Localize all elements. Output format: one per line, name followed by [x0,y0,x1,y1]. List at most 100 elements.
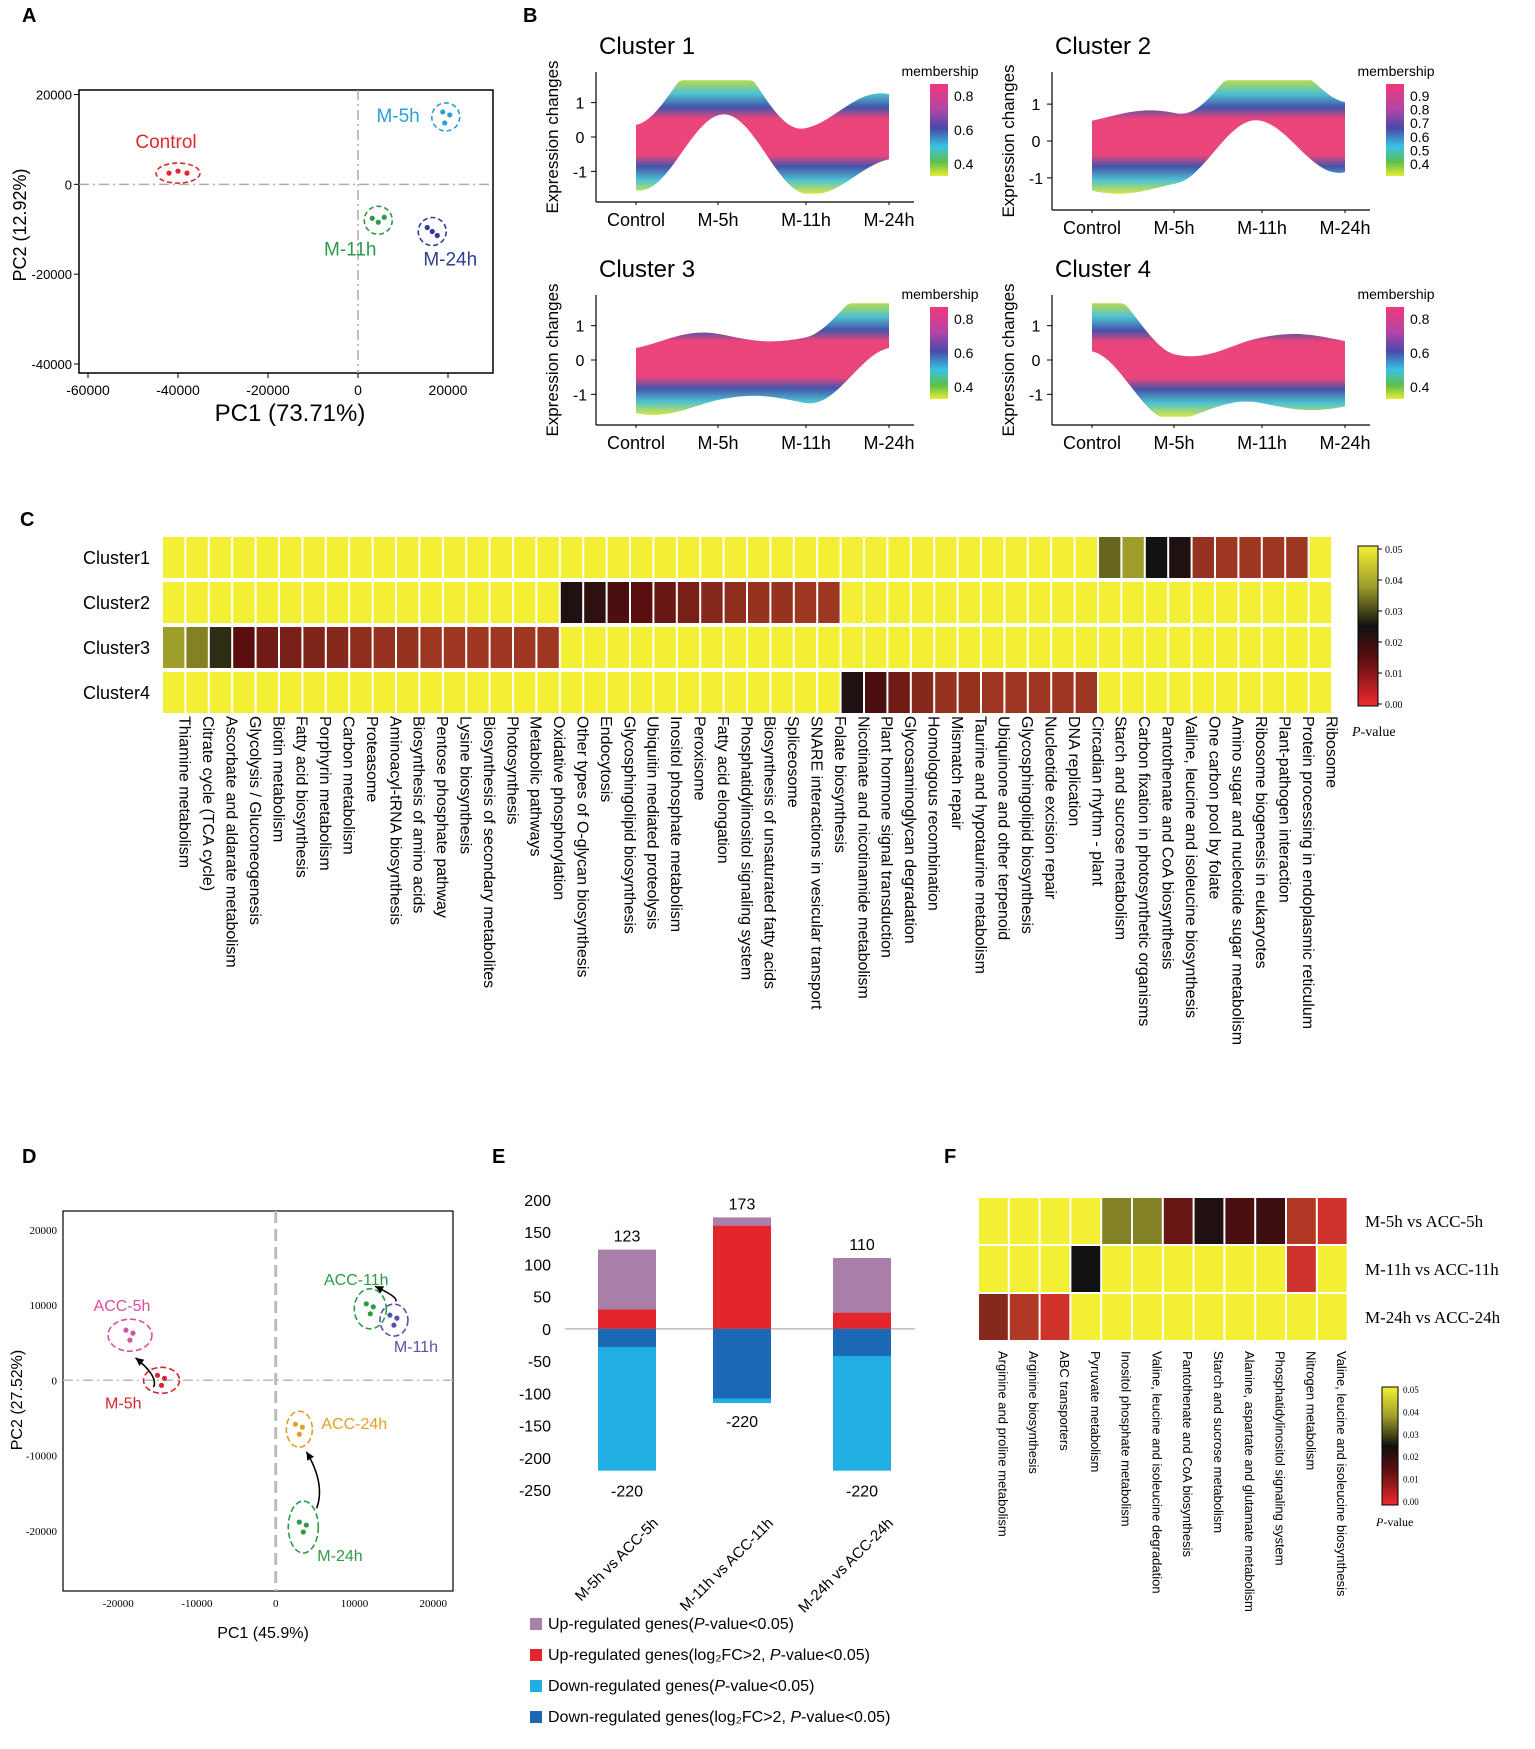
panel-f-cell [1225,1294,1255,1340]
panel-f-cell [1133,1294,1162,1340]
panel-f-row-label: M-24h vs ACC-24h [1365,1308,1501,1327]
panel-f-cell [1163,1294,1193,1340]
panel-c-cell [373,627,395,668]
panel-a-xtick-label: -40000 [156,382,200,398]
panel-c-cell [748,537,770,578]
panel-f-cell [1287,1198,1316,1244]
panel-c-column-label: Fatty acid elongation [714,716,731,864]
panel-c-cell [233,627,255,668]
panel-c-column-label: Biotin metabolism [269,716,286,842]
panel-c-cell [537,672,559,713]
panel-c-cell [1145,627,1168,668]
panel-b-legend-tick-label: 0.4 [1410,156,1430,172]
panel-c-cell [373,672,395,713]
panel-c-cell [1192,672,1214,713]
panel-f-column-label: Starch and sucrose metabolism [1211,1351,1226,1533]
panel-c-cell [794,537,817,578]
panel-c-column-label: Pantothenate and CoA biosynthesis [1159,716,1176,970]
panel-d-group-label: M-11h [394,1339,438,1356]
panel-f-column-label: Phosphatidylinositol signaling system [1273,1351,1288,1566]
panel-c-cell [560,672,583,713]
panel-e-legend-label: Down-regulated genes(log₂FC>2, P-value<0… [548,1709,890,1726]
panel-b-ylabel: Expression changes [543,283,562,436]
panel-d-xtick-label: -20000 [103,1598,135,1610]
panel-c-cell [1122,537,1144,578]
panel-d-point [300,1529,306,1535]
panel-c-cell [841,672,863,713]
panel-c-cell [1216,582,1238,623]
panel-b-ylabel: Expression changes [999,64,1018,217]
panel-c-cell [1005,627,1027,668]
panel-c-cell [631,537,653,578]
panel-f-cell [1071,1246,1101,1292]
panel-e-ytick-label: 200 [524,1193,551,1210]
panel-b-legend-tick-label: 0.8 [1410,311,1430,327]
panel-a-xtick-label: -20000 [246,382,290,398]
panel-c-cell [1145,537,1168,578]
panel-c-column-label: Glycosaminoglycan degradation [901,716,918,944]
panel-f-cell [1040,1294,1070,1340]
panel-e-legend-label-part: Up-regulated genes( [548,1616,695,1633]
panel-c-cell [1239,627,1261,668]
panel-c-cell [958,627,980,668]
panel-c-cell [1216,537,1238,578]
panel-e-legend-label-part: -value<0.05) [781,1647,870,1664]
panel-d-point [370,1304,376,1310]
panel-f-column-label: Valine, leucine and isoleucine biosynthe… [1334,1351,1349,1597]
panel-e-legend-swatch [530,1649,542,1661]
panel-c-legend-tick-label: 0.02 [1385,638,1403,649]
panel-b-ytick-label: 1 [576,96,585,113]
panel-f-cell [1225,1198,1255,1244]
panel-a-group-ellipse [363,205,394,236]
panel-c-cell [467,627,489,668]
panel-f-cell [1009,1198,1039,1244]
panel-c-cell [233,582,255,623]
panel-c-cell [982,627,1004,668]
panel-a-point [375,219,381,225]
panel-e-bar-down-strict [713,1328,771,1399]
panel-f-legend-bar [1381,1386,1399,1506]
panel-c-cell [888,627,910,668]
panel-c-cell [607,582,629,623]
panel-d-point [161,1375,168,1381]
panel-label-a: A [22,5,36,27]
panel-b-legend-bar [1386,84,1404,176]
panel-f-cell [1256,1246,1285,1292]
panel-b-legend-title: membership [901,286,978,302]
panel-b-xtick-label: Control [607,210,665,230]
panel-f-cell [979,1198,1008,1244]
panel-c-column-label: DNA replication [1065,716,1082,826]
panel-e-bar-down-strict [833,1328,891,1356]
panel-c-column-label: Plant hormone signal transduction [878,716,895,958]
panel-c-column-label: Ascorbate and aldarate metabolism [223,716,240,968]
panel-c-column-label: Mismatch repair [948,716,965,830]
panel-c-cell [1216,672,1238,713]
panel-c-cell [631,627,653,668]
panel-c-cell [1028,627,1051,668]
panel-e-legend-label: Down-regulated genes(P-value<0.05) [548,1678,814,1695]
panel-f-cell [1102,1246,1131,1292]
panel-f-cell [1040,1198,1070,1244]
panel-b-legend-tick-label: 0.8 [1410,102,1430,118]
panel-c-cell [280,672,302,713]
panel-d-arrowhead [375,1286,384,1294]
panel-d-ylabel: PC2 (27.52%) [9,1350,26,1451]
panel-f-cell [1071,1198,1101,1244]
panel-b-legend-tick-label: 0.4 [1410,379,1430,395]
panel-b-membership-band [1092,303,1345,417]
panel-a-point [166,170,172,176]
panel-b-ylabel: Expression changes [543,60,562,213]
panel-b-legend-tick-label: 0.8 [954,88,974,104]
panel-c-cell [865,672,887,713]
panel-e-bar-bottom-label: -220 [846,1484,878,1501]
panel-c-cell [1099,672,1121,713]
panel-d-point [367,1311,373,1317]
panel-b-legend-tick-label: 0.5 [1410,142,1430,158]
panel-b-xtick-label: M-24h [863,433,914,453]
panel-c-cell [420,537,442,578]
panel-c-cell [1286,582,1308,623]
panel-e-bar-down [598,1328,656,1471]
panel-c-cell [701,672,723,713]
panel-c-cell [1309,582,1331,623]
panel-e-bar-bottom-label: -220 [611,1484,643,1501]
